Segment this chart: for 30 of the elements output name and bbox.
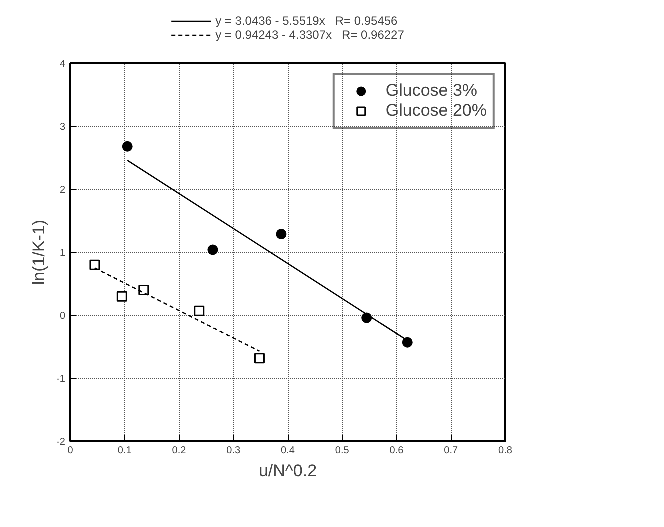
y-tick-label: -2 — [56, 437, 66, 448]
x-tick-label: 0.5 — [335, 446, 350, 456]
legend-label: y = 0.94243 - 4.3307x R= 0.96227 — [216, 28, 404, 42]
legend-label: y = 3.0436 - 5.5519x R= 0.95456 — [216, 14, 398, 28]
x-tick-label: 0.6 — [390, 446, 404, 456]
point — [276, 228, 287, 240]
x-tick-label: 0.7 — [444, 446, 459, 456]
legend-label: Glucose 20% — [386, 101, 487, 121]
y-axis-title: ln(1/K-1) — [30, 220, 49, 286]
y-tick-label: 4 — [60, 59, 66, 70]
x-tick-label: 0.3 — [226, 446, 242, 456]
x-tick-label: 0.1 — [118, 446, 132, 456]
x-tick-label: 0.2 — [172, 446, 187, 456]
x-tick-label: 0 — [68, 446, 74, 456]
point — [116, 291, 128, 302]
point — [194, 306, 205, 316]
point — [122, 141, 133, 152]
x-tick-label: 0.8 — [498, 446, 513, 456]
x-axis-title: u/N^0.2 — [258, 462, 318, 480]
point — [208, 244, 218, 256]
y-tick-label: 1 — [60, 248, 66, 259]
point — [90, 260, 100, 270]
point — [402, 337, 413, 348]
point — [254, 353, 265, 364]
x-tick-label: 0.4 — [281, 446, 296, 456]
legend-label: Glucose 3% — [386, 81, 478, 101]
y-tick-label: 3 — [60, 122, 66, 133]
y-tick-label: -1 — [56, 374, 66, 385]
y-tick-label: 2 — [60, 185, 66, 196]
y-tick-label: 0 — [60, 311, 66, 322]
